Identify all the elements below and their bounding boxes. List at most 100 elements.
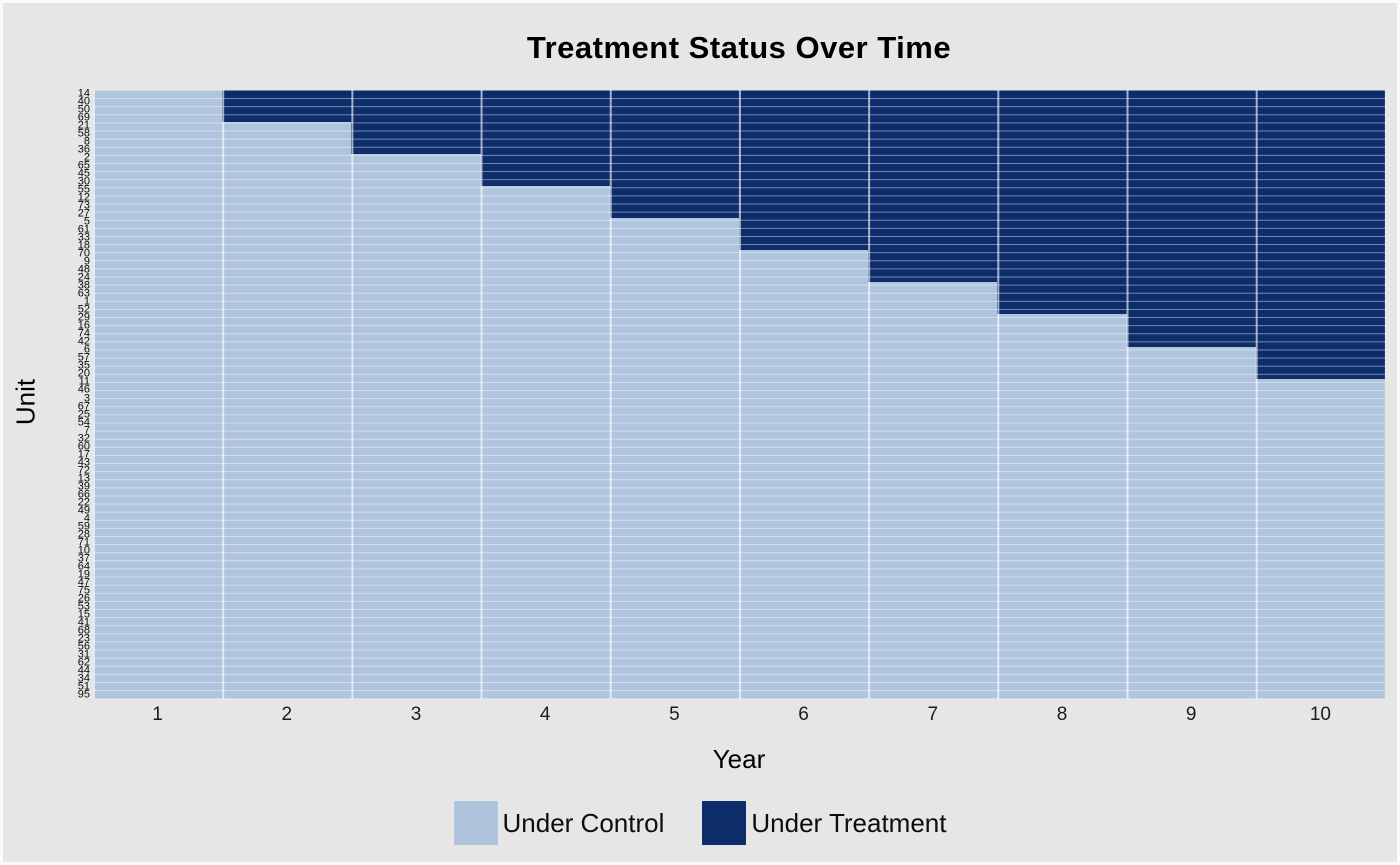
y-tick-label: 52: [77, 303, 90, 316]
unit-row: [93, 314, 1385, 323]
x-tick-label: 3: [410, 704, 422, 725]
y-tick-label: 44: [77, 664, 90, 677]
unit-row: [93, 562, 1385, 571]
treated-segment: [351, 122, 1385, 131]
unit-row: [93, 530, 1385, 539]
unit-row: [93, 226, 1385, 235]
treated-segment: [480, 178, 1385, 187]
y-tick-label: 28: [77, 528, 90, 541]
x-tick-labels: 1 2 3 4 5 6 7 8 9 10: [93, 705, 1385, 729]
unit-row: [93, 106, 1385, 115]
unit-row: [93, 210, 1385, 219]
treated-segment: [351, 130, 1385, 139]
y-tick-label: 95: [77, 688, 90, 701]
treated-segment: [222, 90, 1385, 99]
y-tick-label: 36: [77, 143, 90, 156]
heatmap-panel: [93, 90, 1385, 700]
y-tick-label: 18: [77, 239, 90, 252]
x-tick-label: 7: [927, 704, 939, 725]
y-tick-label: 10: [77, 544, 90, 557]
treated-segment: [1126, 330, 1385, 339]
y-tick-label: 55: [77, 183, 90, 196]
treated-segment: [1126, 338, 1385, 347]
unit-row: [93, 178, 1385, 187]
unit-row: [93, 122, 1385, 131]
y-tick-label: 14: [77, 87, 90, 100]
unit-row: [93, 290, 1385, 299]
y-tick-label: 71: [77, 536, 90, 549]
y-tick-label: 19: [77, 568, 90, 581]
x-tick-label: 2: [281, 704, 293, 725]
unit-row: [93, 667, 1385, 676]
unit-row: [93, 114, 1385, 123]
y-tick-label: 59: [77, 520, 90, 533]
y-tick-label: 2: [83, 151, 90, 164]
y-tick-label: 31: [77, 648, 90, 661]
treated-segment: [868, 250, 1385, 259]
unit-row: [93, 338, 1385, 347]
y-tick-label: 42: [77, 335, 90, 348]
y-tick-label: 50: [77, 103, 90, 116]
unit-row: [93, 146, 1385, 155]
treated-segment: [609, 194, 1385, 203]
treated-segment: [997, 282, 1385, 291]
unit-row: [93, 659, 1385, 668]
unit-row: [93, 627, 1385, 636]
unit-row: [93, 426, 1385, 435]
y-tick-label: 9: [83, 255, 90, 268]
unit-row: [93, 218, 1385, 227]
unit-row: [93, 570, 1385, 579]
unit-row: [93, 346, 1385, 355]
y-tick-label: 49: [77, 504, 90, 517]
unit-row: [93, 554, 1385, 563]
y-tick-label: 15: [77, 608, 90, 621]
unit-row: [93, 138, 1385, 147]
y-tick-label: 24: [77, 271, 90, 284]
legend-label-control: Under Control: [502, 808, 665, 838]
y-tick-label: 63: [77, 287, 90, 300]
y-tick-label: 43: [77, 456, 90, 469]
treated-segment: [868, 274, 1385, 283]
y-tick-label: 72: [77, 464, 90, 477]
unit-row: [93, 514, 1385, 523]
y-tick-label: 33: [77, 231, 90, 244]
y-tick-label: 1: [83, 295, 90, 308]
treated-segment: [480, 170, 1385, 179]
unit-row: [93, 378, 1385, 387]
treated-segment: [1126, 314, 1385, 323]
unit-row: [93, 482, 1385, 491]
unit-row: [93, 162, 1385, 171]
y-tick-label: 41: [77, 616, 90, 629]
y-tick-label: 8: [83, 135, 90, 148]
y-tick-label: 66: [77, 488, 90, 501]
y-tick-label: 62: [77, 656, 90, 669]
unit-row: [93, 250, 1385, 259]
y-tick-label: 7: [83, 424, 90, 437]
y-tick-label: 38: [77, 279, 90, 292]
heatmap-rows: [93, 90, 1385, 700]
legend-swatch-control-icon: [453, 801, 498, 845]
x-axis-title: Year: [712, 744, 766, 774]
unit-row: [93, 538, 1385, 547]
y-tick-label: 57: [77, 351, 90, 364]
unit-row: [93, 330, 1385, 339]
unit-row: [93, 474, 1385, 483]
y-tick-label: 67: [77, 400, 90, 413]
x-tick-label: 6: [798, 704, 809, 725]
unit-row: [93, 466, 1385, 475]
unit-row: [93, 386, 1385, 395]
legend-swatch-treatment-icon: [702, 801, 747, 845]
y-tick-label: 56: [77, 640, 90, 653]
y-tick-label: 61: [77, 223, 90, 236]
y-tick-label: 30: [77, 175, 90, 188]
x-tick-label: 10: [1309, 704, 1331, 725]
treated-segment: [739, 234, 1385, 243]
y-tick-label: 27: [77, 207, 90, 220]
treated-segment: [351, 138, 1385, 147]
y-tick-label: 69: [77, 111, 90, 124]
treated-segment: [351, 146, 1385, 155]
legend-item-treatment: Under Treatment: [702, 801, 946, 845]
y-tick-label: 11: [78, 375, 90, 388]
y-tick-label: 60: [77, 440, 90, 453]
